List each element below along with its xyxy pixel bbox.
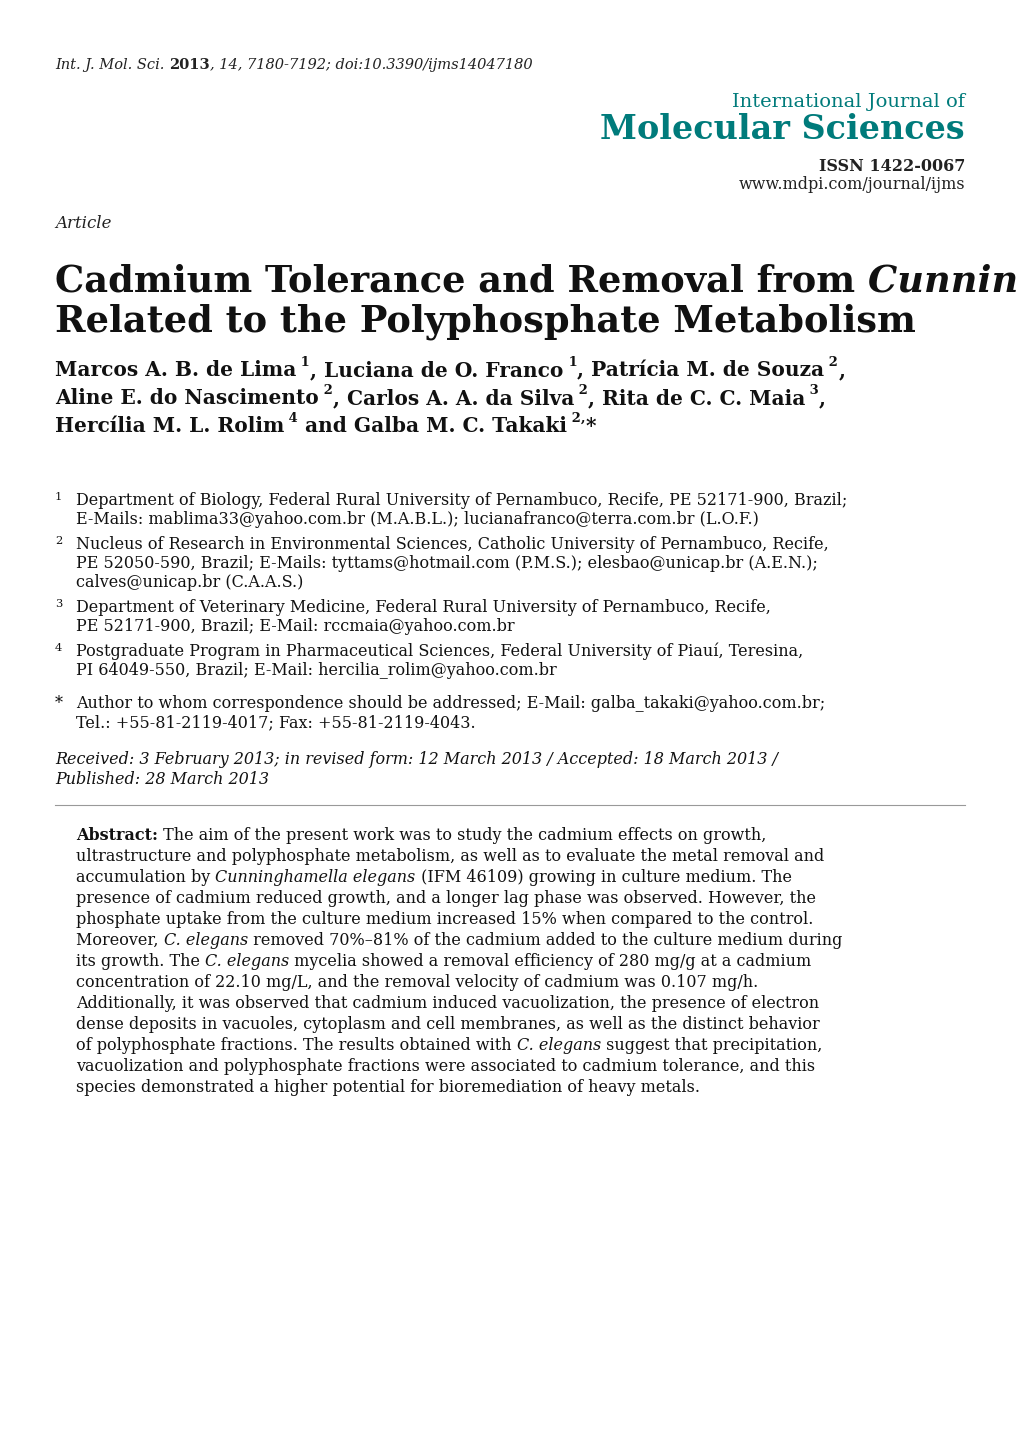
Text: 3: 3 xyxy=(55,598,62,609)
Text: Cunninghamella elegans: Cunninghamella elegans xyxy=(867,262,1019,300)
Text: its growth. The: its growth. The xyxy=(76,953,205,970)
Text: mycelia showed a removal efficiency of 280 mg/g at a cadmium: mycelia showed a removal efficiency of 2… xyxy=(289,953,811,970)
Text: phosphate uptake from the culture medium increased 15% when compared to the cont: phosphate uptake from the culture medium… xyxy=(76,911,812,929)
Text: , Luciana de O. Franco: , Luciana de O. Franco xyxy=(310,360,562,381)
Text: 3: 3 xyxy=(804,384,818,397)
Text: , Carlos A. A. da Silva: , Carlos A. A. da Silva xyxy=(332,388,574,408)
Text: PE 52171-900, Brazil; E-Mail: rccmaia@yahoo.com.br: PE 52171-900, Brazil; E-Mail: rccmaia@ya… xyxy=(76,619,515,634)
Text: Related to the Polyphosphate Metabolism: Related to the Polyphosphate Metabolism xyxy=(55,303,915,339)
Text: Nucleus of Research in Environmental Sciences, Catholic University of Pernambuco: Nucleus of Research in Environmental Sci… xyxy=(76,536,828,552)
Text: C. elegans: C. elegans xyxy=(205,953,289,970)
Text: C. elegans: C. elegans xyxy=(163,932,248,949)
Text: 4: 4 xyxy=(55,643,62,653)
Text: The aim of the present work was to study the cadmium effects on growth,: The aim of the present work was to study… xyxy=(158,828,765,844)
Text: Postgraduate Program in Pharmaceutical Sciences, Federal University of Piauí, Te: Postgraduate Program in Pharmaceutical S… xyxy=(76,643,803,660)
Text: PE 52050-590, Brazil; E-Mails: tyttams@hotmail.com (P.M.S.); elesbao@unicap.br (: PE 52050-590, Brazil; E-Mails: tyttams@h… xyxy=(76,555,817,572)
Text: 1: 1 xyxy=(55,492,62,502)
Text: Author to whom correspondence should be addressed; E-Mail: galba_takaki@yahoo.co: Author to whom correspondence should be … xyxy=(76,695,824,712)
Text: E-Mails: mablima33@yahoo.com.br (M.A.B.L.); lucianafranco@terra.com.br (L.O.F.): E-Mails: mablima33@yahoo.com.br (M.A.B.L… xyxy=(76,510,758,528)
Text: Hercília M. L. Rolim: Hercília M. L. Rolim xyxy=(55,415,284,435)
Text: concentration of 22.10 mg/L, and the removal velocity of cadmium was 0.107 mg/h.: concentration of 22.10 mg/L, and the rem… xyxy=(76,973,757,991)
Text: www.mdpi.com/journal/ijms: www.mdpi.com/journal/ijms xyxy=(738,176,964,193)
Text: Published: 28 March 2013: Published: 28 March 2013 xyxy=(55,771,269,787)
Text: C. elegans: C. elegans xyxy=(517,1037,600,1054)
Text: Department of Veterinary Medicine, Federal Rural University of Pernambuco, Recif: Department of Veterinary Medicine, Feder… xyxy=(76,598,770,616)
Text: *: * xyxy=(585,415,595,435)
Text: , 14, 7180-7192; doi:10.3390/ijms14047180: , 14, 7180-7192; doi:10.3390/ijms1404718… xyxy=(210,58,532,72)
Text: 1: 1 xyxy=(562,356,577,369)
Text: vacuolization and polyphosphate fractions were associated to cadmium tolerance, : vacuolization and polyphosphate fraction… xyxy=(76,1058,814,1074)
Text: Department of Biology, Federal Rural University of Pernambuco, Recife, PE 52171-: Department of Biology, Federal Rural Uni… xyxy=(76,492,847,509)
Text: Aline E. do Nascimento: Aline E. do Nascimento xyxy=(55,388,319,408)
Text: Article: Article xyxy=(55,215,111,232)
Text: *: * xyxy=(55,695,63,712)
Text: ISSN 1422-0067: ISSN 1422-0067 xyxy=(818,159,964,174)
Text: 2013: 2013 xyxy=(169,58,210,72)
Text: , Patrícia M. de Souza: , Patrícia M. de Souza xyxy=(577,360,823,381)
Text: 2: 2 xyxy=(823,356,838,369)
Text: Received: 3 February 2013; in revised form: 12 March 2013 / Accepted: 18 March 2: Received: 3 February 2013; in revised fo… xyxy=(55,751,777,769)
Text: ultrastructure and polyphosphate metabolism, as well as to evaluate the metal re: ultrastructure and polyphosphate metabol… xyxy=(76,848,823,865)
Text: Abstract:: Abstract: xyxy=(76,828,158,844)
Text: Moreover,: Moreover, xyxy=(76,932,163,949)
Text: (IFM 46109) growing in culture medium. The: (IFM 46109) growing in culture medium. T… xyxy=(415,870,791,885)
Text: Cadmium Tolerance and Removal from: Cadmium Tolerance and Removal from xyxy=(55,262,867,298)
Text: Additionally, it was observed that cadmium induced vacuolization, the presence o: Additionally, it was observed that cadmi… xyxy=(76,995,818,1012)
Text: ,: , xyxy=(838,360,845,381)
Text: 4: 4 xyxy=(284,412,298,425)
Text: and Galba M. C. Takaki: and Galba M. C. Takaki xyxy=(298,415,567,435)
Text: accumulation by: accumulation by xyxy=(76,870,215,885)
Text: of polyphosphate fractions. The results obtained with: of polyphosphate fractions. The results … xyxy=(76,1037,517,1054)
Text: 2,: 2, xyxy=(567,412,585,425)
Text: removed 70%–81% of the cadmium added to the culture medium during: removed 70%–81% of the cadmium added to … xyxy=(248,932,842,949)
Text: dense deposits in vacuoles, cytoplasm and cell membranes, as well as the distinc: dense deposits in vacuoles, cytoplasm an… xyxy=(76,1017,819,1032)
Text: species demonstrated a higher potential for bioremediation of heavy metals.: species demonstrated a higher potential … xyxy=(76,1079,699,1096)
Text: , Rita de C. C. Maia: , Rita de C. C. Maia xyxy=(587,388,804,408)
Text: Molecular Sciences: Molecular Sciences xyxy=(600,112,964,146)
Text: suggest that precipitation,: suggest that precipitation, xyxy=(600,1037,821,1054)
Text: 2: 2 xyxy=(318,384,332,397)
Text: Cunninghamella elegans: Cunninghamella elegans xyxy=(215,870,415,885)
Text: ,: , xyxy=(818,388,825,408)
Text: OPEN ACCESS: OPEN ACCESS xyxy=(781,69,872,82)
Text: PI 64049-550, Brazil; E-Mail: hercilia_rolim@yahoo.com.br: PI 64049-550, Brazil; E-Mail: hercilia_r… xyxy=(76,662,556,679)
Text: 2: 2 xyxy=(574,384,587,397)
Text: calves@unicap.br (C.A.A.S.): calves@unicap.br (C.A.A.S.) xyxy=(76,574,303,591)
Text: 1: 1 xyxy=(297,356,310,369)
Text: presence of cadmium reduced growth, and a longer lag phase was observed. However: presence of cadmium reduced growth, and … xyxy=(76,890,815,907)
Text: International Journal of: International Journal of xyxy=(732,92,964,111)
Text: Int. J. Mol. Sci.: Int. J. Mol. Sci. xyxy=(55,58,169,72)
Text: 2: 2 xyxy=(55,536,62,547)
Text: Tel.: +55-81-2119-4017; Fax: +55-81-2119-4043.: Tel.: +55-81-2119-4017; Fax: +55-81-2119… xyxy=(76,714,475,731)
Text: Marcos A. B. de Lima: Marcos A. B. de Lima xyxy=(55,360,297,381)
